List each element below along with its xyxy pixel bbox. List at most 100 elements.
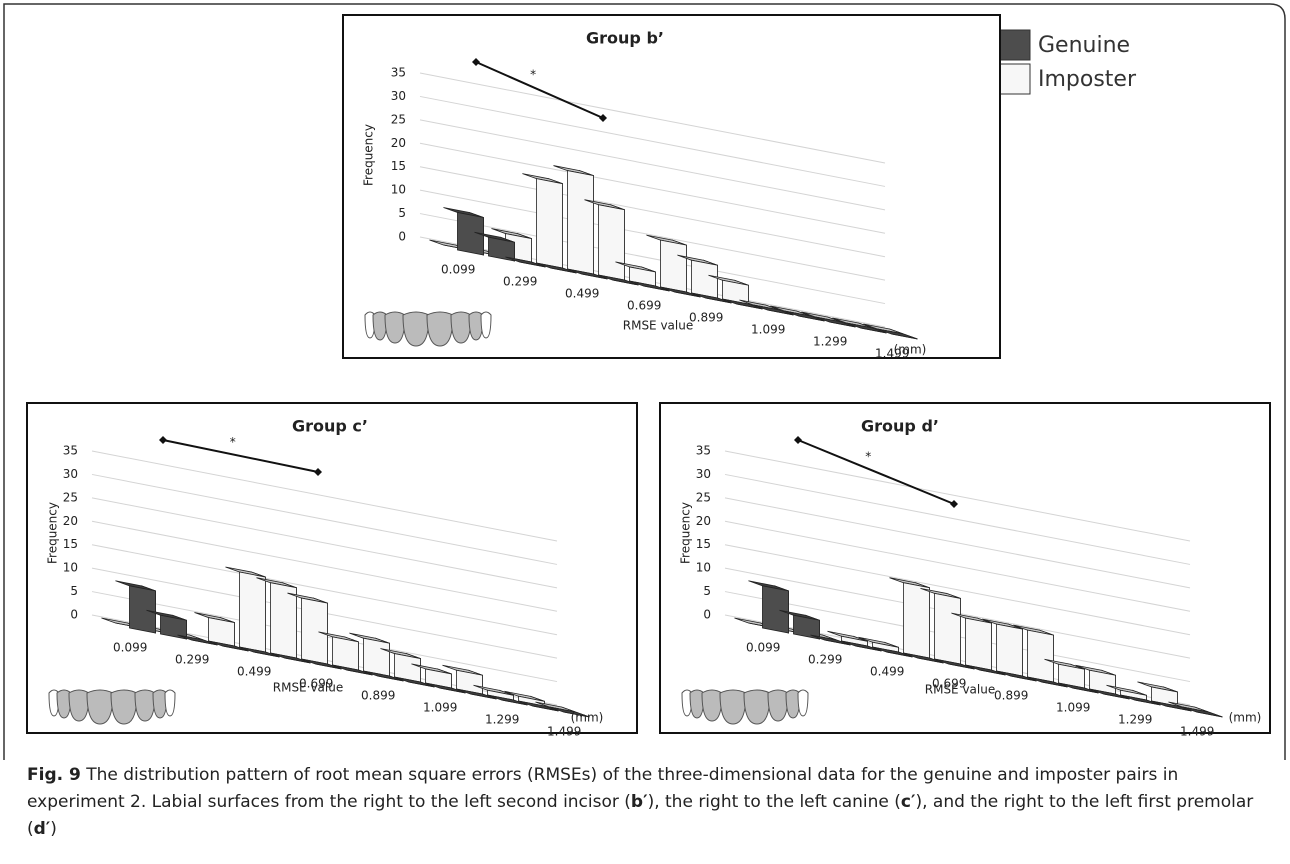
bar [129, 586, 155, 633]
figure: Genuine Imposter Group b’ 0 5 10 15 20 25 30 35 Fre… [0, 0, 1290, 760]
caption: Fig. 9 The distribution pattern of root … [27, 762, 1267, 843]
bar [567, 171, 593, 274]
tooth-icon [798, 690, 808, 716]
y-tick-label: 30 [696, 467, 711, 481]
page: {"chart_data": [ {"type": "bar", "title"… [0, 0, 1290, 864]
x-tick-label: 0.499 [870, 665, 904, 679]
bar [301, 598, 327, 664]
y-tick-label: 5 [398, 206, 406, 220]
x-tick-label: 1.299 [813, 335, 847, 349]
x-tick-label: 1.299 [485, 713, 519, 727]
y-tick-label: 35 [696, 444, 711, 458]
x-tick-label: 1.299 [1118, 713, 1152, 727]
caption-text: b′ [631, 792, 648, 812]
bar [1027, 630, 1053, 682]
significance-label: * [865, 449, 871, 463]
bar [598, 205, 624, 280]
chart-title: Group c’ [292, 417, 368, 436]
bar [332, 637, 358, 670]
y-tick-label: 35 [63, 444, 78, 458]
x-unit-label: (mm) [1229, 711, 1262, 725]
x-tick-label: 0.499 [565, 287, 599, 301]
x-tick-label: 0.099 [746, 641, 780, 655]
y-tick-label: 15 [696, 537, 711, 551]
chart-panel: Group d’ 0 5 10 15 20 25 30 35 Frequency 0.099 0.29… [660, 403, 1270, 739]
y-axis-label: Frequency [46, 502, 60, 564]
x-tick-label: 1.499 [1180, 725, 1214, 739]
y-axis-label: Frequency [362, 124, 376, 186]
y-tick-label: 20 [63, 514, 78, 528]
significance-label: * [230, 435, 236, 449]
tooth-icon [702, 690, 722, 721]
y-tick-label: 10 [63, 561, 78, 575]
caption-text: d′ [34, 819, 51, 839]
caption-text: Fig. 9 [27, 765, 81, 785]
bar [996, 624, 1022, 676]
tooth-icon [165, 690, 175, 716]
y-tick-label: 35 [391, 66, 406, 80]
y-tick-label: 20 [696, 514, 711, 528]
bar [934, 593, 960, 664]
y-axis-label: Frequency [679, 502, 693, 564]
x-tick-label: 1.099 [751, 323, 785, 337]
tooth-icon [69, 690, 89, 721]
x-tick-label: 0.299 [175, 653, 209, 667]
legend-label: Genuine [1038, 33, 1130, 58]
y-tick-label: 25 [63, 490, 78, 504]
bar [363, 638, 389, 676]
x-tick-label: 0.099 [441, 263, 475, 277]
y-tick-label: 0 [398, 230, 406, 244]
x-unit-label: (mm) [571, 711, 604, 725]
tooth-icon [135, 690, 155, 721]
legend: Genuine Imposter [1000, 30, 1137, 94]
x-tick-label: 0.899 [689, 311, 723, 325]
chart-panel: Group c’ 0 5 10 15 20 25 30 35 Frequency 0.099 0.29… [27, 403, 637, 739]
y-tick-label: 15 [63, 537, 78, 551]
tooth-icon [481, 312, 491, 338]
y-tick-label: 25 [391, 112, 406, 126]
y-tick-label: 10 [696, 561, 711, 575]
panel-border [343, 15, 1000, 358]
legend-label: Imposter [1038, 67, 1137, 92]
y-tick-label: 25 [696, 490, 711, 504]
chart-panel: Group b’05101520253035Frequency0.0990.29… [343, 15, 1000, 361]
x-tick-label: 0.699 [627, 299, 661, 313]
bar [965, 618, 991, 670]
x-tick-label: 1.099 [1056, 701, 1090, 715]
tooth-icon [451, 312, 471, 343]
y-tick-label: 20 [391, 136, 406, 150]
bar [536, 179, 562, 268]
caption-text: ) [50, 819, 57, 839]
y-tick-label: 5 [703, 584, 711, 598]
legend-swatch [1000, 30, 1030, 60]
tooth-icon [385, 312, 405, 343]
y-tick-label: 0 [703, 608, 711, 622]
y-tick-label: 0 [70, 608, 78, 622]
x-tick-label: 0.899 [361, 689, 395, 703]
caption-text: c′ [901, 792, 916, 812]
bar [239, 572, 265, 652]
x-tick-label: 1.499 [547, 725, 581, 739]
tooth-icon [768, 690, 788, 721]
x-unit-label: (mm) [894, 343, 927, 357]
x-tick-label: 0.499 [237, 665, 271, 679]
legend-swatch [1000, 64, 1030, 94]
bar [762, 586, 788, 633]
x-tick-label: 1.099 [423, 701, 457, 715]
bar [903, 583, 929, 658]
x-axis-label: RMSE value [623, 319, 693, 333]
x-tick-label: 0.899 [994, 689, 1028, 703]
y-tick-label: 15 [391, 159, 406, 173]
x-axis-label: RMSE value [925, 683, 995, 697]
y-tick-label: 5 [70, 584, 78, 598]
y-tick-label: 30 [63, 467, 78, 481]
chart-title: Group d’ [861, 417, 939, 436]
chart-title: Group b’ [586, 29, 664, 48]
x-tick-label: 0.299 [808, 653, 842, 667]
bar [660, 240, 686, 292]
x-tick-label: 0.099 [113, 641, 147, 655]
significance-label: * [530, 68, 536, 82]
y-tick-label: 10 [391, 183, 406, 197]
x-tick-label: 0.299 [503, 275, 537, 289]
bar [691, 260, 717, 298]
